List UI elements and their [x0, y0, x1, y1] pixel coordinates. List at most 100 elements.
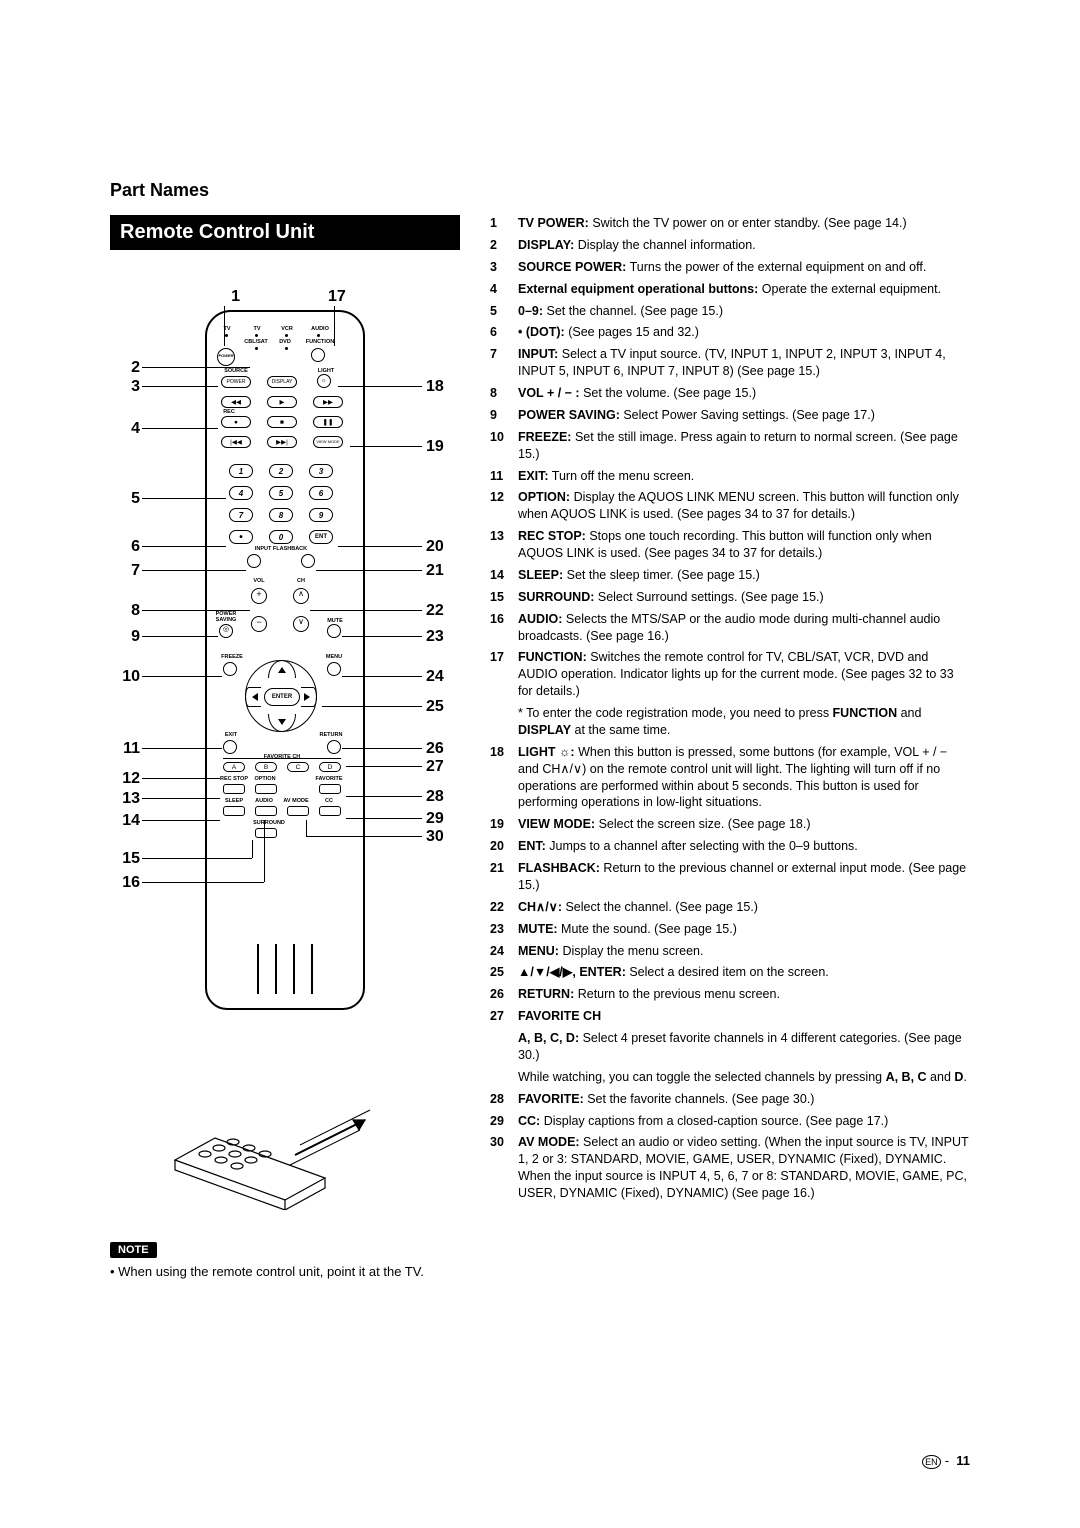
- callout-30: 30: [426, 828, 456, 846]
- note-badge: NOTE: [110, 1242, 157, 1258]
- display-button: DISPLAY: [267, 376, 297, 388]
- desc-num: 20: [490, 838, 518, 855]
- led-dot: [285, 334, 288, 337]
- exit-button: [223, 740, 237, 754]
- audio-button: [255, 806, 277, 816]
- grip-line: [257, 944, 259, 994]
- callout-line: [142, 858, 252, 859]
- label-source: SOURCE: [221, 368, 251, 374]
- favorite-button: [319, 784, 341, 794]
- callout-11: 11: [110, 740, 140, 758]
- fav-b: B: [255, 762, 277, 772]
- input-button: [247, 554, 261, 568]
- desc-num: 11: [490, 468, 518, 485]
- callout-29: 29: [426, 810, 456, 828]
- callout-line: [264, 820, 265, 882]
- desc-text: 0–9: Set the channel. (See page 15.): [518, 303, 970, 320]
- desc-num: 6: [490, 324, 518, 341]
- desc-num: 26: [490, 986, 518, 1003]
- page-footer: EN- 11: [922, 1453, 970, 1468]
- num-2: 2: [269, 464, 293, 478]
- num-6: 6: [309, 486, 333, 500]
- title-bar: Remote Control Unit: [110, 215, 460, 250]
- fav-c: C: [287, 762, 309, 772]
- callout-17: 17: [328, 288, 358, 306]
- label-return: RETURN: [315, 732, 347, 738]
- callout-20: 20: [426, 538, 456, 556]
- led-dot: [225, 334, 228, 337]
- stop-button: ■: [267, 416, 297, 428]
- desc-num: 27: [490, 1008, 518, 1025]
- description-item: 13REC STOP: Stops one touch recording. T…: [490, 528, 970, 562]
- label-tv2: TV: [247, 326, 267, 332]
- play-button: ▶: [267, 396, 297, 408]
- label-avmode: AV MODE: [279, 798, 313, 804]
- function-button: [311, 348, 325, 362]
- callout-line: [342, 636, 422, 637]
- callout-line: [346, 818, 422, 819]
- desc-num: 24: [490, 943, 518, 960]
- vol-up: +: [251, 588, 267, 604]
- callout-line: [306, 836, 422, 837]
- cc-button: [319, 806, 341, 816]
- callout-line: [346, 796, 422, 797]
- callout-23: 23: [426, 628, 456, 646]
- desc-text: TV POWER: Switch the TV power on or ente…: [518, 215, 970, 232]
- flashback-button: [301, 554, 315, 568]
- callout-5: 5: [110, 490, 140, 508]
- description-item: 10FREEZE: Set the still image. Press aga…: [490, 429, 970, 463]
- desc-text: RETURN: Return to the previous menu scre…: [518, 986, 970, 1003]
- num-9: 9: [309, 508, 333, 522]
- callout-7: 7: [110, 562, 140, 580]
- label-option: OPTION: [251, 776, 279, 782]
- desc-text: MENU: Display the menu screen.: [518, 943, 970, 960]
- label-favorite-ch: FAVORITE CH: [255, 754, 309, 760]
- callout-13: 13: [110, 790, 140, 808]
- label-menu: MENU: [321, 654, 347, 660]
- num-3: 3: [309, 464, 333, 478]
- desc-text: REC STOP: Stops one touch recording. Thi…: [518, 528, 970, 562]
- description-item: 15SURROUND: Select Surround settings. (S…: [490, 589, 970, 606]
- callout-line: [142, 386, 218, 387]
- callout-24: 24: [426, 668, 456, 686]
- description-item: 23MUTE: Mute the sound. (See page 15.): [490, 921, 970, 938]
- description-item: 14SLEEP: Set the sleep timer. (See page …: [490, 567, 970, 584]
- led-dot: [285, 347, 288, 350]
- power-label: POWER: [215, 353, 237, 358]
- callout-14: 14: [110, 812, 140, 830]
- callout-line: [310, 610, 422, 611]
- desc-num: 25: [490, 964, 518, 981]
- description-item: 26RETURN: Return to the previous menu sc…: [490, 986, 970, 1003]
- desc-num: 18: [490, 744, 518, 812]
- label-power-saving: POWER SAVING: [211, 612, 241, 623]
- description-item: 21FLASHBACK: Return to the previous chan…: [490, 860, 970, 894]
- fav-d: D: [319, 762, 341, 772]
- prev-button: |◀◀: [221, 436, 251, 448]
- desc-num: 17: [490, 649, 518, 700]
- desc-num: 2: [490, 237, 518, 254]
- description-item: 30AV MODE: Select an audio or video sett…: [490, 1134, 970, 1202]
- desc-num: 12: [490, 489, 518, 523]
- view-mode-button: VIEW MODE: [313, 436, 343, 448]
- desc-text: • (DOT): (See pages 15 and 32.): [518, 324, 970, 341]
- label-vcr: VCR: [277, 326, 297, 332]
- callout-22: 22: [426, 602, 456, 620]
- desc-text: POWER SAVING: Select Power Saving settin…: [518, 407, 970, 424]
- grip-line: [293, 944, 295, 994]
- ent-button: ENT: [309, 530, 333, 544]
- remote-body: TV TV VCR AUDIO CBL/SAT DVD FUNCTION POW…: [205, 310, 365, 1010]
- desc-num: 8: [490, 385, 518, 402]
- description-item: 25▲/▼/◀/▶, ENTER: Select a desired item …: [490, 964, 970, 981]
- left-column: Remote Control Unit TV TV VCR AUDIO CBL/…: [110, 215, 460, 1283]
- callout-line: [142, 546, 226, 547]
- desc-text: LIGHT ☼: When this button is pressed, so…: [518, 744, 970, 812]
- vol-down: −: [251, 616, 267, 632]
- description-item: 7INPUT: Select a TV input source. (TV, I…: [490, 346, 970, 380]
- callout-line: [224, 306, 225, 346]
- callout-line: [142, 498, 226, 499]
- label-favorite: FAVORITE: [311, 776, 347, 782]
- enter-button: ENTER: [264, 688, 300, 706]
- description-item: 20ENT: Jumps to a channel after selectin…: [490, 838, 970, 855]
- desc-text: FREEZE: Set the still image. Press again…: [518, 429, 970, 463]
- desc-text: VIEW MODE: Select the screen size. (See …: [518, 816, 970, 833]
